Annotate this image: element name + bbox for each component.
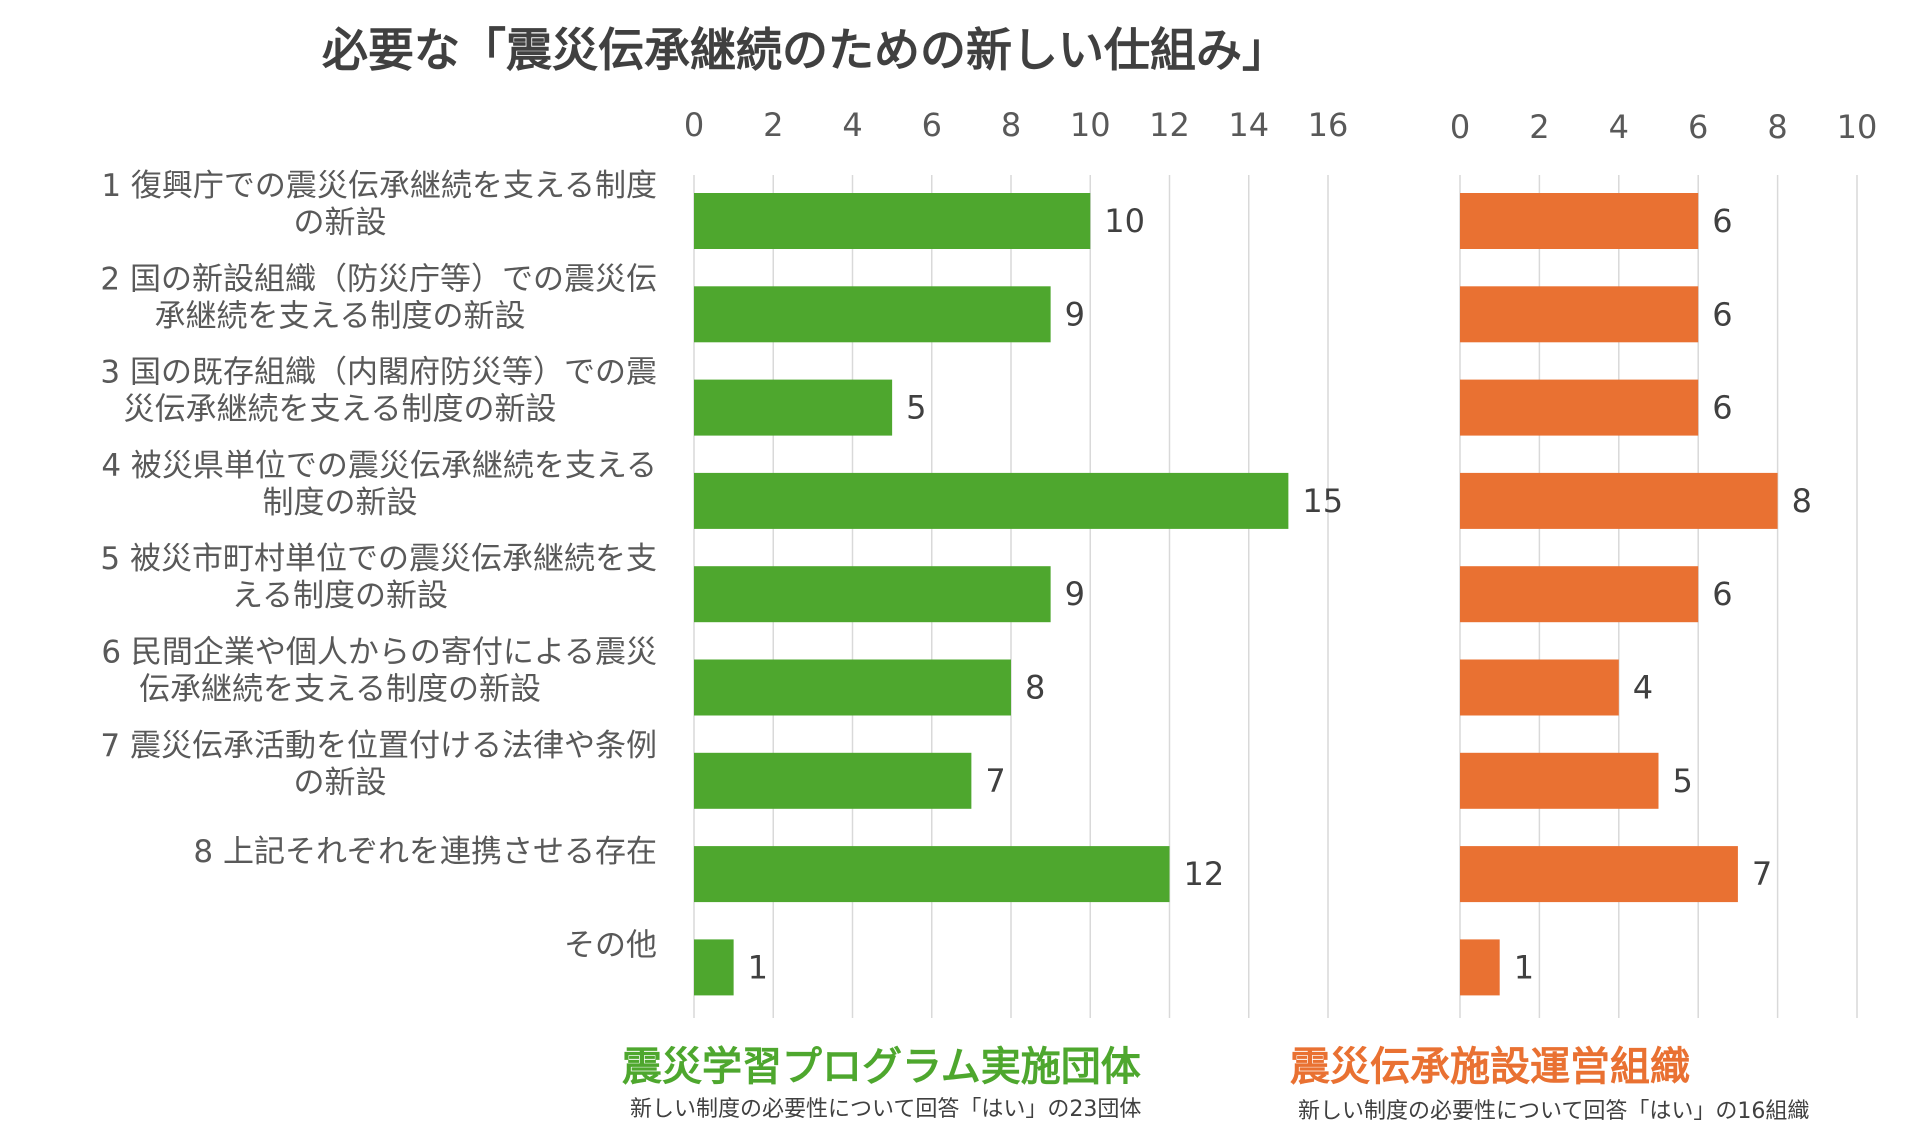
x-tick-label-p1-16: 16	[1308, 106, 1349, 144]
bar-p2-9	[1460, 939, 1500, 996]
category-label-6-line2: 伝承継続を支える制度の新設	[139, 672, 541, 708]
x-tick-label-p1-4: 4	[842, 106, 862, 144]
category-label-3-line2: 災伝承継続を支える制度の新設	[123, 392, 556, 428]
x-tick-label-p1-10: 10	[1070, 106, 1111, 144]
bar-p1-7	[694, 752, 972, 809]
data-label-p2-9: 1	[1514, 948, 1534, 986]
x-tick-label-p1-8: 8	[1001, 106, 1021, 144]
bar-p2-7	[1460, 752, 1659, 809]
bar-p2-4	[1460, 472, 1778, 529]
data-label-p1-2: 9	[1065, 295, 1085, 333]
data-label-p1-9: 1	[748, 948, 768, 986]
category-label-2-line2: 承継続を支える制度の新設	[154, 298, 525, 334]
data-label-p2-8: 7	[1752, 855, 1772, 893]
bar-p1-6	[694, 659, 1011, 716]
data-label-p1-6: 8	[1025, 669, 1045, 707]
page-title: 必要な「震災伝承継続のための新しい仕組み」	[322, 23, 1288, 77]
bar-p1-9	[694, 939, 734, 996]
data-label-p2-7: 5	[1673, 762, 1693, 800]
bar-p2-3	[1460, 379, 1699, 436]
category-label-7-line1: 7 震災伝承活動を位置付ける法律や条例	[100, 728, 657, 764]
data-label-p2-6: 4	[1633, 669, 1653, 707]
category-label-4-line2: 制度の新設	[263, 485, 418, 521]
data-label-p1-5: 9	[1065, 575, 1085, 613]
bar-p1-4	[694, 472, 1289, 529]
data-label-p1-1: 10	[1104, 202, 1145, 240]
bar-p2-8	[1460, 846, 1738, 903]
x-tick-label-p2-0: 0	[1450, 108, 1470, 146]
x-tick-label-p1-0: 0	[684, 106, 704, 144]
bar-p1-8	[694, 846, 1170, 903]
data-label-p2-4: 8	[1792, 482, 1812, 520]
bar-p2-2	[1460, 286, 1699, 343]
x-tick-label-p1-14: 14	[1228, 106, 1269, 144]
bars-layer	[694, 193, 1778, 996]
x-tick-label-p2-10: 10	[1837, 108, 1878, 146]
x-tick-label-p2-2: 2	[1529, 108, 1549, 146]
data-labels: 10 9 5 15 9 8 7 12 1 6 6 6 8 6 4 5 7 1	[748, 202, 1812, 986]
bar-p1-2	[694, 286, 1051, 343]
category-label-2-line1: 2 国の新設組織（防災庁等）での震災伝	[100, 261, 657, 297]
bar-p2-6	[1460, 659, 1619, 716]
category-label-6-line1: 6 民間企業や個人からの寄付による震災	[101, 635, 657, 671]
x-tick-label-p1-2: 2	[763, 106, 783, 144]
bar-p1-5	[694, 566, 1051, 623]
data-label-p2-1: 6	[1712, 202, 1732, 240]
bar-p1-3	[694, 379, 893, 436]
panel-subtitle-2: 新しい制度の必要性について回答「はい」の16組織	[1298, 1099, 1809, 1124]
category-label-3-line1: 3 国の既存組織（内閣府防災等）での震	[100, 355, 657, 391]
data-label-p1-7: 7	[985, 762, 1005, 800]
tick-labels: 0 2 4 6 8 10 12 14 16 0 2 4 6 8 10	[684, 106, 1878, 146]
category-label-8: 8 上記それぞれを連携させる存在	[193, 834, 657, 870]
category-label-7-line2: の新設	[294, 765, 387, 801]
panel-title-1: 震災学習プログラム実施団体	[622, 1044, 1141, 1090]
panel-title-2: 震災伝承施設運営組織	[1290, 1044, 1690, 1090]
x-tick-label-p1-6: 6	[922, 106, 942, 144]
x-tick-label-p2-8: 8	[1767, 108, 1787, 146]
category-label-1-line1: 1 復興庁での震災伝承継続を支える制度	[101, 168, 657, 204]
category-label-5-line1: 5 被災市町村単位での震災伝承継続を支	[100, 541, 657, 577]
bar-p2-1	[1460, 193, 1699, 249]
bar-p2-5	[1460, 566, 1699, 623]
category-label-4-line1: 4 被災県単位での震災伝承継続を支える	[101, 448, 657, 484]
data-label-p1-4: 15	[1302, 482, 1343, 520]
data-label-p2-3: 6	[1712, 389, 1732, 427]
category-label-5-line2: える制度の新設	[232, 578, 448, 614]
bar-p1-1	[694, 193, 1091, 249]
category-label-9: その他	[564, 927, 657, 963]
panel-subtitle-1: 新しい制度の必要性について回答「はい」の23団体	[630, 1097, 1141, 1122]
data-label-p2-2: 6	[1712, 295, 1732, 333]
x-tick-label-p1-12: 12	[1149, 106, 1190, 144]
x-tick-label-p2-4: 4	[1609, 108, 1629, 146]
data-label-p1-3: 5	[906, 389, 926, 427]
data-label-p1-8: 12	[1184, 855, 1225, 893]
category-label-1-line2: の新設	[294, 205, 387, 241]
x-tick-label-p2-6: 6	[1688, 108, 1708, 146]
data-label-p2-5: 6	[1712, 575, 1732, 613]
